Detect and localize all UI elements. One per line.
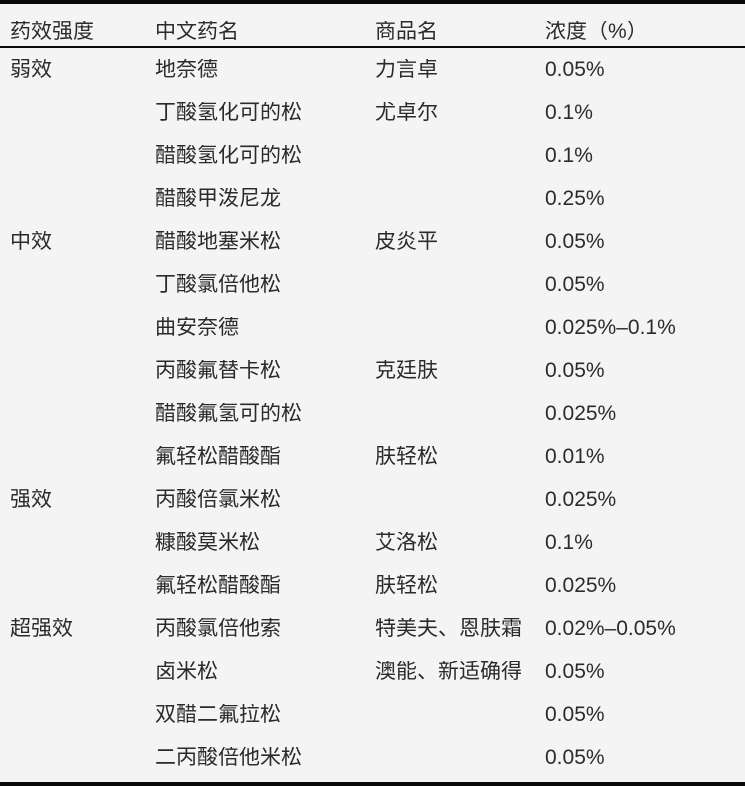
drug-name-cell: 曲安奈德: [155, 317, 239, 338]
drug-name-cell: 醋酸氢化可的松: [155, 145, 302, 166]
brand-name-cell: 特美夫、恩肤霜: [375, 618, 522, 639]
header-brand-name: 商品名: [375, 21, 438, 43]
drug-name-cell: 糠酸莫米松: [155, 532, 260, 553]
brand-name-cell: 肤轻松: [375, 446, 438, 467]
brand-name-cell: 尤卓尔: [375, 102, 438, 123]
drug-name-cell: 醋酸地塞米松: [155, 231, 281, 252]
drug-name-cell: 醋酸甲泼尼龙: [155, 188, 281, 209]
drug-name-cell: 丙酸氟替卡松: [155, 360, 281, 381]
concentration-cell: 0.01%: [545, 446, 605, 467]
concentration-cell: 0.05%: [545, 274, 605, 295]
concentration-cell: 0.02%–0.05%: [545, 618, 676, 639]
table-row: 超强效 丙酸氯倍他索 特美夫、恩肤霜 0.02%–0.05%: [0, 607, 745, 650]
drug-name-cell: 地奈德: [155, 59, 218, 80]
concentration-cell: 0.1%: [545, 532, 593, 553]
table-row: 丁酸氯倍他松 0.05%: [0, 263, 745, 306]
concentration-cell: 0.05%: [545, 747, 605, 768]
drug-name-cell: 丁酸氯倍他松: [155, 274, 281, 295]
table-row: 糠酸莫米松 艾洛松 0.1%: [0, 521, 745, 564]
potency-cell: 弱效: [10, 59, 52, 80]
drug-name-cell: 醋酸氟氢可的松: [155, 403, 302, 424]
header-concentration: 浓度（%）: [545, 21, 648, 43]
concentration-cell: 0.025%: [545, 489, 617, 510]
drug-name-cell: 丙酸氯倍他索: [155, 618, 281, 639]
table-row: 中效 醋酸地塞米松 皮炎平 0.05%: [0, 220, 745, 263]
table-body: 弱效 地奈德 力言卓 0.05% 丁酸氢化可的松 尤卓尔 0.1% 醋酸氢化可的松 0.1% 醋酸…: [0, 48, 745, 779]
table-row: 曲安奈德 0.025%–0.1%: [0, 306, 745, 349]
drug-name-cell: 丙酸倍氯米松: [155, 489, 281, 510]
concentration-cell: 0.025%–0.1%: [545, 317, 676, 338]
table-row: 二丙酸倍他米松 0.05%: [0, 736, 745, 779]
brand-name-cell: 皮炎平: [375, 231, 438, 252]
concentration-cell: 0.05%: [545, 231, 605, 252]
concentration-cell: 0.1%: [545, 102, 593, 123]
table-row: 醋酸氢化可的松 0.1%: [0, 134, 745, 177]
concentration-cell: 0.05%: [545, 704, 605, 725]
potency-cell: 中效: [10, 231, 52, 252]
drug-name-cell: 氟轻松醋酸酯: [155, 446, 281, 467]
table-row: 氟轻松醋酸酯 肤轻松 0.025%: [0, 564, 745, 607]
header-drug-name: 中文药名: [155, 21, 239, 43]
brand-name-cell: 力言卓: [375, 59, 438, 80]
brand-name-cell: 澳能、新适确得: [375, 661, 522, 682]
concentration-cell: 0.025%: [545, 403, 617, 424]
table-row: 醋酸甲泼尼龙 0.25%: [0, 177, 745, 220]
concentration-cell: 0.25%: [545, 188, 605, 209]
table-row: 氟轻松醋酸酯 肤轻松 0.01%: [0, 435, 745, 478]
drug-name-cell: 卤米松: [155, 661, 218, 682]
table-header-row: 药效强度 中文药名 商品名 浓度（%）: [0, 4, 745, 48]
table-row: 醋酸氟氢可的松 0.025%: [0, 392, 745, 435]
drug-name-cell: 丁酸氢化可的松: [155, 102, 302, 123]
concentration-cell: 0.1%: [545, 145, 593, 166]
table-row: 弱效 地奈德 力言卓 0.05%: [0, 48, 745, 91]
drug-name-cell: 氟轻松醋酸酯: [155, 575, 281, 596]
drug-name-cell: 二丙酸倍他米松: [155, 747, 302, 768]
concentration-cell: 0.025%: [545, 575, 617, 596]
brand-name-cell: 克廷肤: [375, 360, 438, 381]
concentration-cell: 0.05%: [545, 661, 605, 682]
table-row: 丙酸氟替卡松 克廷肤 0.05%: [0, 349, 745, 392]
brand-name-cell: 艾洛松: [375, 532, 438, 553]
drug-name-cell: 双醋二氟拉松: [155, 704, 281, 725]
table-row: 丁酸氢化可的松 尤卓尔 0.1%: [0, 91, 745, 134]
table-row: 双醋二氟拉松 0.05%: [0, 693, 745, 736]
table-row: 强效 丙酸倍氯米松 0.025%: [0, 478, 745, 521]
table-row: 卤米松 澳能、新适确得 0.05%: [0, 650, 745, 693]
concentration-cell: 0.05%: [545, 59, 605, 80]
potency-cell: 超强效: [10, 618, 73, 639]
concentration-cell: 0.05%: [545, 360, 605, 381]
potency-cell: 强效: [10, 489, 52, 510]
brand-name-cell: 肤轻松: [375, 575, 438, 596]
header-potency: 药效强度: [10, 21, 94, 43]
